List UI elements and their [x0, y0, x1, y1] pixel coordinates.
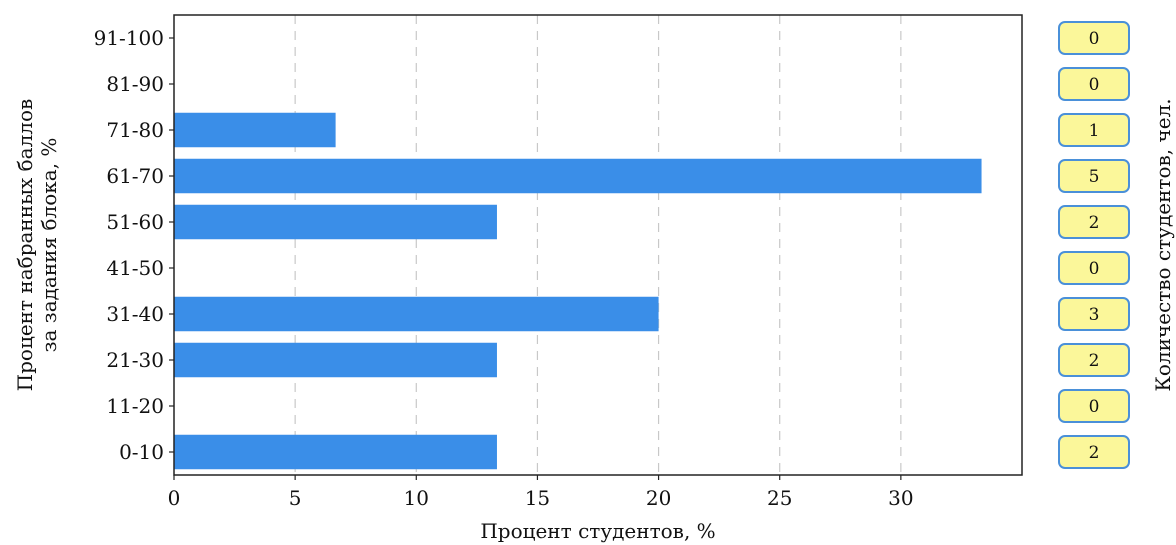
count-boxes: 2 0 2 3 0 2 5 1 0 0: [1058, 21, 1130, 469]
count-box: 2: [1058, 435, 1130, 469]
count-box: 2: [1058, 205, 1130, 239]
bar: [174, 434, 497, 470]
plot-frame: [173, 14, 1023, 476]
y-tick-label: 91-100: [94, 26, 164, 50]
count-box-frame: [1058, 297, 1130, 331]
x-tick-labels: 0 5 10 15 20 25 30: [168, 475, 914, 510]
count-box: 3: [1058, 297, 1130, 331]
x-tick-label: 0: [168, 486, 181, 510]
y-tick-label: 61-70: [106, 164, 164, 188]
y-tick-label: 21-30: [106, 348, 164, 372]
x-tick-label: 25: [767, 486, 792, 510]
count-value: 3: [1089, 305, 1100, 325]
x-tick-label: 30: [888, 486, 913, 510]
bar: [174, 204, 497, 240]
y-tick-label: 11-20: [106, 394, 164, 418]
y-axis-title-line2: за задания блока, %: [37, 138, 61, 353]
count-value: 0: [1089, 29, 1100, 49]
y-tick-label: 51-60: [106, 210, 164, 234]
count-value: 2: [1089, 443, 1100, 463]
bar: [174, 158, 982, 194]
count-box-frame: [1058, 21, 1130, 55]
count-box-frame: [1058, 251, 1130, 285]
y-tick-label: 71-80: [106, 118, 164, 142]
count-value: 2: [1089, 213, 1100, 233]
count-box-frame: [1058, 113, 1130, 147]
count-value: 0: [1089, 75, 1100, 95]
count-box: 5: [1058, 159, 1130, 193]
bar: [174, 296, 659, 332]
count-box-frame: [1058, 159, 1130, 193]
y-axis-title-line1: Процент набранных баллов: [13, 99, 37, 392]
count-value: 0: [1089, 397, 1100, 417]
y-tick-label: 0-10: [119, 440, 164, 464]
count-value: 5: [1089, 167, 1100, 187]
y-tick-label: 81-90: [106, 72, 164, 96]
count-axis-title: Количество студентов, чел.: [1151, 98, 1175, 391]
grid-lines: [294, 15, 902, 475]
x-tick-label: 10: [404, 486, 429, 510]
x-tick-label: 15: [525, 486, 550, 510]
y-tick-label: 31-40: [106, 302, 164, 326]
count-box-frame: [1058, 389, 1130, 423]
count-box-frame: [1058, 435, 1130, 469]
count-value: 2: [1089, 351, 1100, 371]
count-box-frame: [1058, 67, 1130, 101]
x-axis-title: Процент студентов, %: [480, 519, 715, 543]
count-box: 2: [1058, 343, 1130, 377]
count-box: 0: [1058, 21, 1130, 55]
bars: [174, 112, 982, 470]
count-box-frame: [1058, 343, 1130, 377]
bar: [174, 112, 336, 148]
x-tick-label: 5: [289, 486, 302, 510]
y-tick-labels: 0-10 11-20 21-30 31-40 41-50 51-60 61-70 71-80 8…: [94, 26, 174, 464]
x-tick-label: 20: [646, 486, 671, 510]
count-box: 0: [1058, 251, 1130, 285]
bar: [174, 342, 497, 378]
count-box: 0: [1058, 67, 1130, 101]
count-value: 1: [1089, 121, 1100, 141]
count-box: 0: [1058, 389, 1130, 423]
count-box: 1: [1058, 113, 1130, 147]
count-value: 0: [1089, 259, 1100, 279]
count-box-frame: [1058, 205, 1130, 239]
y-tick-label: 41-50: [106, 256, 164, 280]
